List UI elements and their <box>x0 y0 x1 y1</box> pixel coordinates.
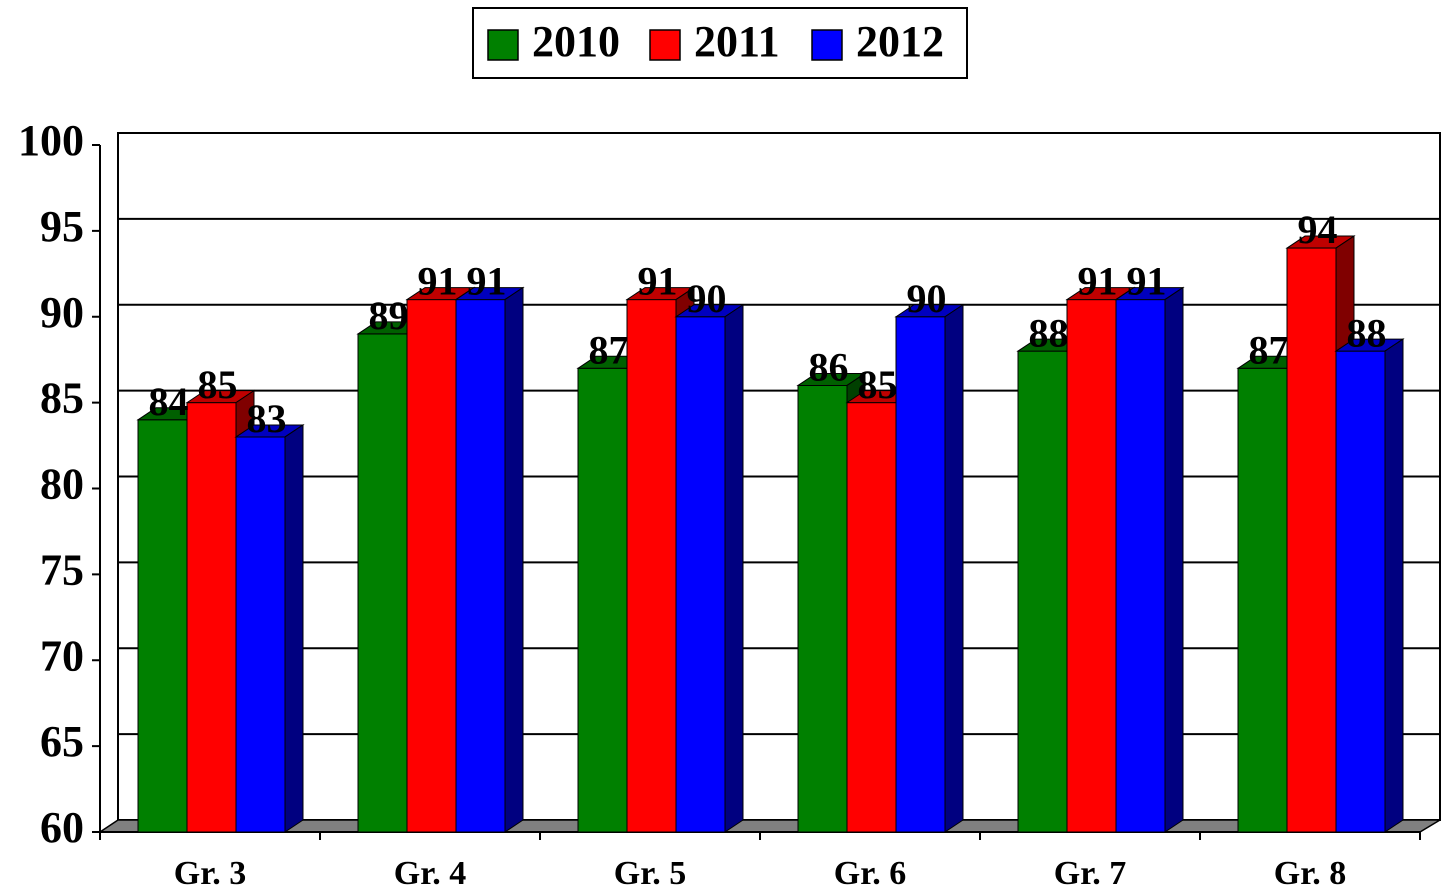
y-tick-label: 95 <box>40 202 84 251</box>
x-tick-label: Gr. 3 <box>174 855 246 892</box>
data-label: 86 <box>809 345 849 390</box>
bar <box>1017 350 1068 833</box>
data-label: 83 <box>247 396 287 441</box>
legend-swatch <box>649 29 681 61</box>
bar <box>1335 350 1386 833</box>
y-tick-label: 75 <box>40 545 84 594</box>
y-tick-label: 70 <box>40 631 84 680</box>
bar <box>235 436 286 833</box>
bar-side <box>1164 286 1184 833</box>
x-tick-label: Gr. 5 <box>614 855 686 892</box>
y-tick-label: 65 <box>40 717 84 766</box>
x-tick-label: Gr. 6 <box>834 855 906 892</box>
bar-side <box>724 303 744 833</box>
x-tick-label: Gr. 7 <box>1054 855 1126 892</box>
data-label: 91 <box>1127 259 1167 304</box>
bar <box>406 299 457 833</box>
data-label: 88 <box>1029 310 1069 355</box>
data-label: 87 <box>589 327 629 372</box>
legend-box <box>472 7 968 79</box>
data-label: 91 <box>638 259 678 304</box>
bar <box>1115 299 1166 833</box>
data-label: 91 <box>467 259 507 304</box>
legend-label: 2011 <box>694 17 780 66</box>
y-tick-label: 80 <box>40 460 84 509</box>
data-label: 87 <box>1249 327 1289 372</box>
bar <box>895 316 946 833</box>
data-label: 84 <box>149 379 189 424</box>
bar <box>846 402 897 833</box>
bar-side <box>944 303 964 833</box>
legend-label: 2012 <box>856 17 944 66</box>
bar <box>626 299 677 833</box>
legend-swatch <box>487 29 519 61</box>
data-label: 90 <box>687 276 727 321</box>
bar <box>357 333 408 833</box>
bar <box>455 299 506 833</box>
bar <box>186 402 237 833</box>
y-tick-label: 60 <box>40 803 84 852</box>
data-label: 91 <box>418 259 458 304</box>
y-tick-label: 100 <box>18 116 84 165</box>
bar-side <box>504 286 524 833</box>
data-label: 91 <box>1078 259 1118 304</box>
x-tick-label: Gr. 8 <box>1274 855 1346 892</box>
bar <box>577 367 628 833</box>
bar-side <box>1384 338 1404 833</box>
legend-swatch <box>811 29 843 61</box>
y-tick-label: 90 <box>40 288 84 337</box>
bar <box>1066 299 1117 833</box>
data-label: 90 <box>907 276 947 321</box>
bar <box>797 384 848 833</box>
data-label: 85 <box>858 362 898 407</box>
data-label: 89 <box>369 293 409 338</box>
bar <box>1237 367 1288 833</box>
y-tick-label: 85 <box>40 374 84 423</box>
bar-side <box>284 424 304 833</box>
bar <box>1286 247 1337 833</box>
data-label: 88 <box>1347 310 1387 355</box>
x-tick-label: Gr. 4 <box>394 855 466 892</box>
data-label: 85 <box>198 362 238 407</box>
bar <box>675 316 726 833</box>
data-label: 94 <box>1298 207 1338 252</box>
legend-label: 2010 <box>532 17 620 66</box>
bar <box>137 419 188 833</box>
